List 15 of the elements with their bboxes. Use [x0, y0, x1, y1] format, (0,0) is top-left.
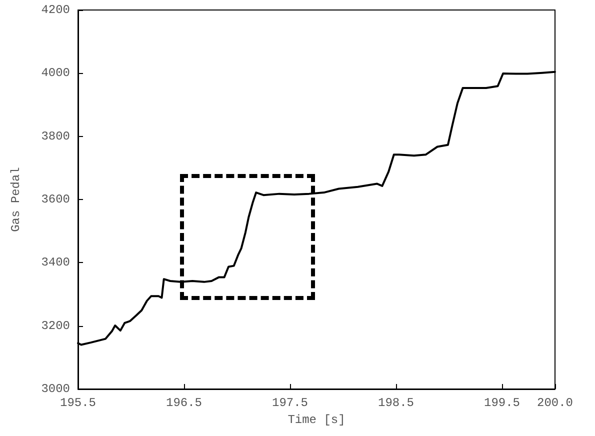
- x-tick-label: 198.5: [378, 396, 414, 410]
- y-tick-label: 3000: [41, 382, 70, 396]
- x-tick-label: 200.0: [536, 396, 574, 410]
- y-tick-label: 3600: [41, 192, 70, 206]
- y-tick-label: 3400: [41, 256, 70, 270]
- x-tick-label: 197.5: [272, 396, 308, 410]
- y-tick-label: 4200: [41, 3, 70, 17]
- x-tick-label: 199.5: [484, 396, 520, 410]
- x-tick-label: 195.5: [60, 396, 96, 410]
- x-axis-title: Time [s]: [288, 412, 346, 427]
- y-tick-label: 3200: [41, 318, 70, 333]
- y-axis-title: Gas Pedal: [9, 167, 23, 232]
- x-tick-label: 196.5: [166, 396, 202, 410]
- y-tick-label: 4000: [41, 66, 70, 80]
- y-tick-label: 3800: [41, 129, 70, 144]
